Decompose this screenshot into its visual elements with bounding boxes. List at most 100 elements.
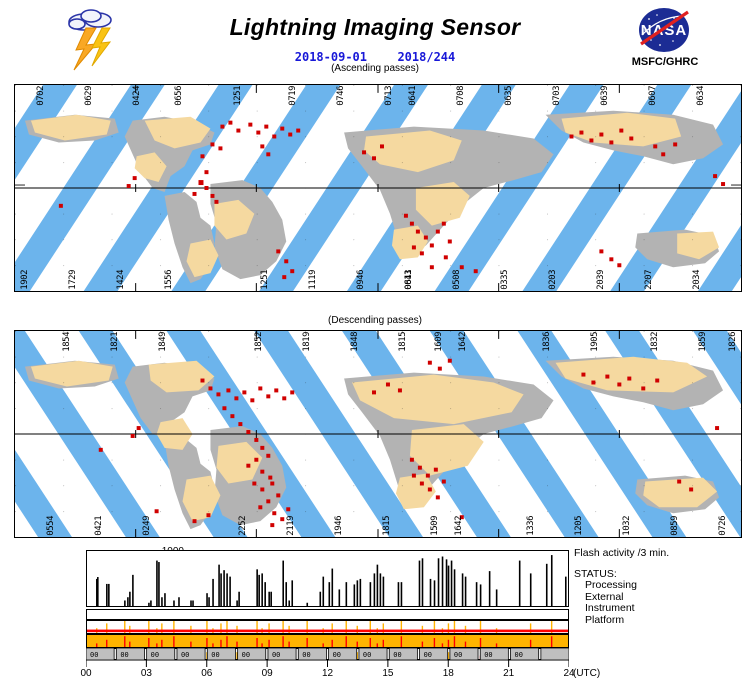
map-time-label: 1849 — [158, 332, 168, 352]
map-time-label: 0554 — [46, 516, 56, 536]
map-time-label: 0746 — [336, 86, 346, 106]
map-time-label: 0641 — [404, 270, 414, 290]
svg-text:00: 00 — [151, 651, 159, 659]
x-tick-label: 12 — [321, 668, 334, 679]
x-tick-label: 21 — [503, 668, 515, 679]
map-time-label: 1556 — [164, 270, 174, 290]
chart-x-axis — [86, 660, 569, 667]
thundercloud-icon — [68, 9, 112, 71]
flash-activity-plot — [86, 550, 569, 607]
map-time-label: 1032 — [622, 516, 632, 536]
chart-legend: Flash activity /3 min. STATUS: Processin… — [574, 547, 754, 626]
date-doy: 2018/244 — [397, 50, 456, 64]
flash-points — [98, 358, 720, 528]
svg-text:NASA: NASA — [641, 22, 688, 39]
map-time-label: 0639 — [600, 86, 610, 106]
descending-map-graphic — [15, 331, 741, 537]
status-instrument-row — [86, 634, 569, 648]
map-time-label: 1509 — [430, 516, 440, 536]
map-time-label: 1251 — [233, 86, 243, 106]
map-time-label: 0702 — [36, 86, 46, 106]
map-time-label: 1854 — [62, 332, 72, 352]
map-time-label: 0249 — [142, 516, 152, 536]
x-tick-label: 06 — [201, 668, 213, 679]
x-tick-label: 00 — [80, 668, 92, 679]
map-time-label: 2119 — [286, 516, 296, 536]
date-iso: 2018-09-01 — [294, 50, 367, 64]
map-time-label: 1642 — [458, 332, 468, 352]
x-tick-label: 15 — [382, 668, 394, 679]
map-time-label: 0607 — [648, 86, 658, 106]
map-time-label: 1902 — [20, 270, 30, 290]
map-time-label: 0713 — [384, 86, 394, 106]
map-time-label: 1642 — [454, 516, 464, 536]
map-time-label: 1821 — [110, 332, 120, 352]
svg-text:00: 00 — [333, 651, 341, 659]
ascending-map-graphic — [15, 85, 741, 291]
agency-label: MSFC/GHRC — [631, 56, 699, 68]
flash-points — [58, 120, 726, 280]
flash-activity-graphic — [96, 555, 567, 606]
x-tick-label: 18 — [442, 668, 454, 679]
map-time-label: 1729 — [68, 270, 78, 290]
map-time-label: 0859 — [670, 516, 680, 536]
x-tick-label: 03 — [140, 668, 152, 679]
map-time-label: 1119 — [308, 270, 318, 290]
map-time-label: 1609 — [434, 332, 444, 352]
map-time-label: 1424 — [116, 270, 126, 290]
page-title: Lightning Imaging Sensor — [229, 14, 521, 40]
status-external-graphic — [87, 621, 568, 633]
svg-text:00: 00 — [120, 651, 128, 659]
map-time-label: 0946 — [356, 270, 366, 290]
nasa-logo-icon: NASA — [639, 8, 689, 52]
legend-platform: Platform — [585, 613, 625, 626]
map-time-label: 1946 — [334, 516, 344, 536]
descending-map-frame — [14, 330, 742, 538]
legend-instrument: Instrument — [585, 602, 635, 614]
svg-text:00: 00 — [90, 651, 98, 659]
status-processing-row — [86, 609, 569, 620]
map-time-label: 1836 — [542, 332, 552, 352]
map-time-label: 0508 — [452, 270, 462, 290]
svg-text:00: 00 — [424, 651, 432, 659]
map-time-label: 0726 — [718, 516, 728, 536]
svg-text:00: 00 — [363, 651, 371, 659]
map-time-label: 0656 — [174, 86, 184, 106]
legend-processing: Processing — [585, 579, 637, 591]
map-time-label: 0203 — [548, 270, 558, 290]
map-time-label: 2039 — [596, 270, 606, 290]
map-time-label: 1848 — [350, 332, 360, 352]
map-time-label: 1819 — [302, 332, 312, 352]
svg-text:00: 00 — [211, 651, 219, 659]
legend-status-title: STATUS: — [574, 567, 617, 580]
chart-x-labels: 00 03 06 09 12 15 18 21 24 (UTC) — [50, 668, 650, 682]
map-time-label: 1859 — [698, 332, 708, 352]
map-time-label: 1336 — [526, 516, 536, 536]
map-time-label: 0421 — [94, 516, 104, 536]
platform-orbit-blocks: 00 00 00 00 00 00 00 00 00 00 00 00 00 00 00 — [86, 648, 569, 660]
map-time-label: 1251 — [260, 270, 270, 290]
map-time-label: 1205 — [574, 516, 584, 536]
status-external-row — [86, 620, 569, 634]
map-time-label: 0708 — [456, 86, 466, 106]
map-time-label: 1832 — [650, 332, 660, 352]
map-time-label: 2207 — [644, 270, 654, 290]
svg-text:00: 00 — [181, 651, 189, 659]
svg-text:00: 00 — [484, 651, 492, 659]
date-bar: 2018-09-01 2018/244 — [140, 48, 610, 66]
ascending-map-frame — [14, 84, 742, 292]
legend-external: External — [585, 590, 624, 603]
svg-text:00: 00 — [454, 651, 462, 659]
svg-text:00: 00 — [302, 651, 310, 659]
svg-text:00: 00 — [242, 651, 250, 659]
descending-passes-map[interactable]: 1854 1821 1849 1852 1819 1848 1815 1609 … — [14, 330, 742, 538]
ascending-caption: (Ascending passes) — [331, 63, 419, 74]
map-time-label: 2252 — [238, 516, 248, 536]
map-time-label: 1815 — [398, 332, 408, 352]
ascending-passes-map[interactable]: 0702 0629 0424 0656 1251 0719 0746 0713 … — [14, 84, 742, 292]
svg-text:00: 00 — [393, 651, 401, 659]
map-time-label: 0635 — [504, 86, 514, 106]
svg-text:00: 00 — [272, 651, 280, 659]
map-time-label: 1905 — [590, 332, 600, 352]
